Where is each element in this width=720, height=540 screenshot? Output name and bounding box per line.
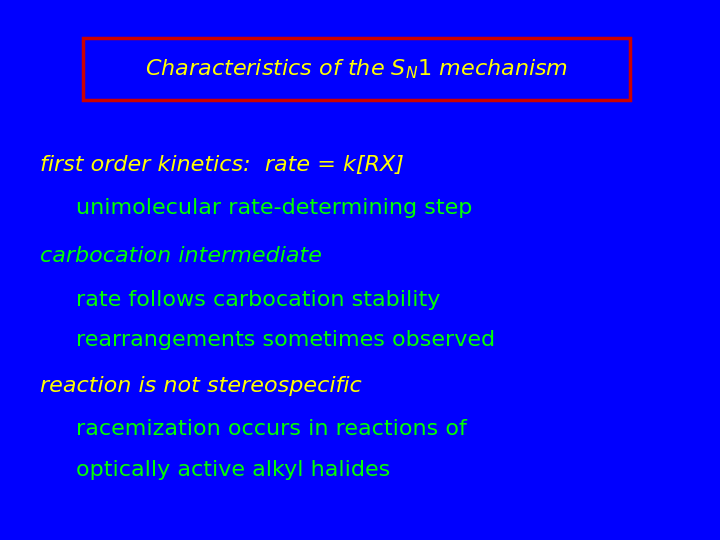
Text: carbocation intermediate: carbocation intermediate bbox=[40, 246, 322, 267]
Text: rearrangements sometimes observed: rearrangements sometimes observed bbox=[76, 330, 495, 350]
FancyBboxPatch shape bbox=[83, 38, 630, 100]
Text: unimolecular rate-determining step: unimolecular rate-determining step bbox=[76, 198, 472, 218]
Text: racemization occurs in reactions of: racemization occurs in reactions of bbox=[76, 419, 467, 440]
Text: rate follows carbocation stability: rate follows carbocation stability bbox=[76, 289, 440, 310]
Text: reaction is not stereospecific: reaction is not stereospecific bbox=[40, 376, 361, 396]
Text: $\mathit{Characteristics\ of\ the\ S_{N}1\ mechanism}$: $\mathit{Characteristics\ of\ the\ S_{N}… bbox=[145, 57, 568, 81]
Text: optically active alkyl halides: optically active alkyl halides bbox=[76, 460, 390, 480]
Text: first order kinetics:  rate = k[RX]: first order kinetics: rate = k[RX] bbox=[40, 154, 403, 175]
